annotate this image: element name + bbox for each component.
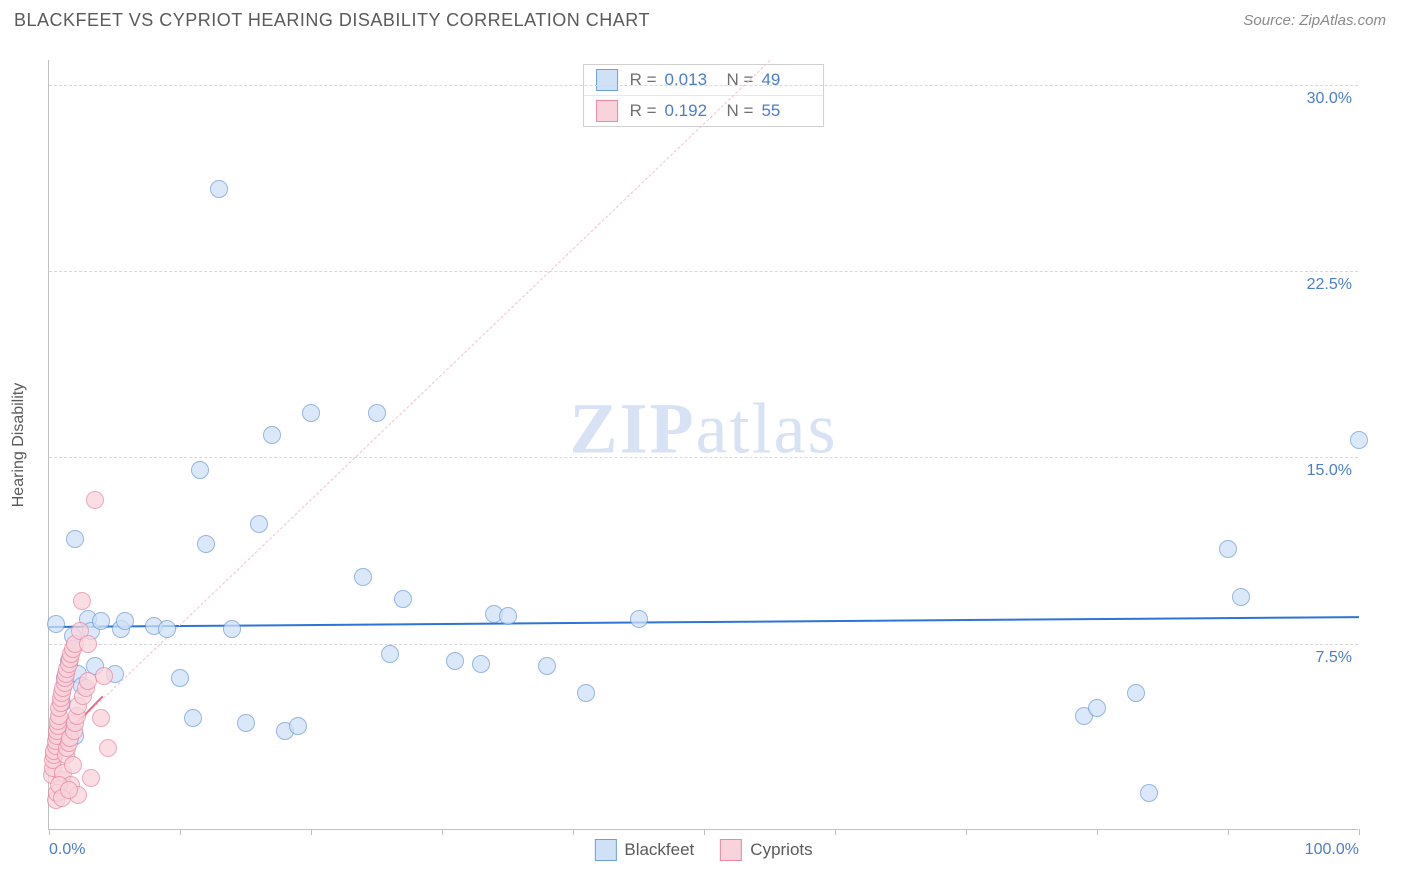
data-point — [158, 620, 176, 638]
legend-item: Blackfeet — [594, 839, 694, 861]
data-point — [302, 404, 320, 422]
gridline — [49, 644, 1358, 645]
data-point — [60, 781, 78, 799]
data-point — [1127, 684, 1145, 702]
x-tick — [704, 829, 705, 835]
data-point — [95, 667, 113, 685]
y-tick-label: 30.0% — [1307, 90, 1352, 108]
x-tick — [180, 829, 181, 835]
data-point — [472, 655, 490, 673]
stats-legend-row: R = 0.192 N = 55 — [584, 96, 824, 126]
legend-label: Blackfeet — [624, 840, 694, 860]
r-value: 0.013 — [665, 70, 715, 90]
legend-swatch — [596, 100, 618, 122]
n-value: 49 — [761, 70, 811, 90]
data-point — [354, 568, 372, 586]
x-tick — [1359, 829, 1360, 835]
legend-swatch — [594, 839, 616, 861]
y-tick-label: 7.5% — [1316, 649, 1352, 667]
legend-swatch — [596, 69, 618, 91]
x-tick — [966, 829, 967, 835]
gridline — [49, 457, 1358, 458]
gridline — [49, 271, 1358, 272]
data-point — [197, 535, 215, 553]
data-point — [577, 684, 595, 702]
data-point — [538, 657, 556, 675]
legend-label: Cypriots — [750, 840, 812, 860]
data-point — [99, 739, 117, 757]
stats-legend-row: R =0.013N =49 — [584, 65, 824, 96]
data-point — [289, 717, 307, 735]
data-point — [184, 709, 202, 727]
x-tick — [311, 829, 312, 835]
data-point — [1219, 540, 1237, 558]
r-value: 0.192 — [665, 101, 715, 121]
data-point — [499, 607, 517, 625]
data-point — [1232, 588, 1250, 606]
x-tick — [573, 829, 574, 835]
data-point — [66, 530, 84, 548]
x-tick — [835, 829, 836, 835]
x-tick — [442, 829, 443, 835]
data-point — [73, 592, 91, 610]
data-point — [1088, 699, 1106, 717]
gridline — [49, 85, 1358, 86]
x-tick — [1228, 829, 1229, 835]
source-attribution: Source: ZipAtlas.com — [1243, 12, 1386, 29]
data-point — [191, 461, 209, 479]
data-point — [86, 491, 104, 509]
data-point — [368, 404, 386, 422]
x-tick — [1097, 829, 1098, 835]
data-point — [116, 612, 134, 630]
data-point — [250, 515, 268, 533]
data-point — [394, 590, 412, 608]
n-value: 55 — [761, 101, 811, 121]
data-point — [630, 610, 648, 628]
y-tick-label: 22.5% — [1307, 276, 1352, 294]
legend-swatch — [720, 839, 742, 861]
trend-line — [49, 616, 1359, 628]
data-point — [47, 615, 65, 633]
y-axis-title: Hearing Disability — [10, 382, 28, 507]
x-tick-label: 100.0% — [1305, 841, 1359, 859]
x-tick — [49, 829, 50, 835]
data-point — [64, 756, 82, 774]
n-label: N = — [727, 101, 754, 121]
data-point — [381, 645, 399, 663]
r-label: R = — [630, 101, 657, 121]
data-point — [92, 612, 110, 630]
chart-title: BLACKFEET VS CYPRIOT HEARING DISABILITY … — [14, 10, 650, 31]
data-point — [223, 620, 241, 638]
data-point — [237, 714, 255, 732]
data-point — [79, 635, 97, 653]
data-point — [263, 426, 281, 444]
data-point — [92, 709, 110, 727]
data-point — [1140, 784, 1158, 802]
scatter-chart: Hearing Disability ZIPatlas R =0.013N =4… — [48, 60, 1358, 830]
legend-item: Cypriots — [720, 839, 812, 861]
data-point — [1350, 431, 1368, 449]
data-point — [171, 669, 189, 687]
stats-legend: R = 0.013 N = 49 R = 0.192 N = 55 — [583, 64, 825, 127]
series-legend: Blackfeet Cypriots — [594, 839, 812, 861]
r-label: R = — [630, 70, 657, 90]
data-point — [446, 652, 464, 670]
data-point — [82, 769, 100, 787]
data-point — [210, 180, 228, 198]
x-tick-label: 0.0% — [49, 841, 85, 859]
trend-line — [56, 60, 771, 744]
y-tick-label: 15.0% — [1307, 462, 1352, 480]
